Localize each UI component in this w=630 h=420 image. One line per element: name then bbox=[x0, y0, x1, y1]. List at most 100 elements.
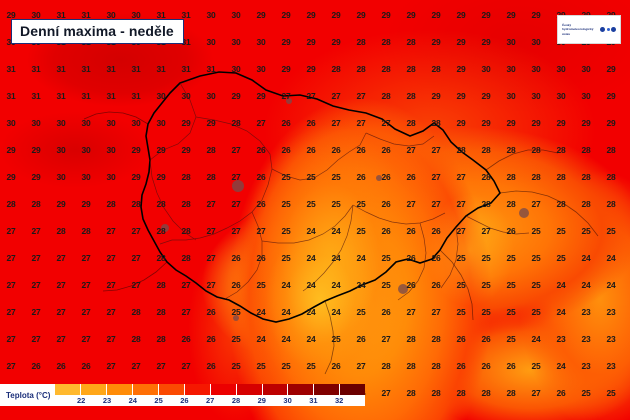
grid-value: 26 bbox=[506, 360, 516, 371]
grid-value: 31 bbox=[131, 90, 141, 101]
grid-value: 29 bbox=[456, 36, 466, 47]
grid-value: 29 bbox=[31, 144, 41, 155]
grid-value: 28 bbox=[481, 387, 491, 398]
grid-value: 26 bbox=[331, 360, 341, 371]
grid-value: 27 bbox=[381, 333, 391, 344]
grid-value: 29 bbox=[506, 117, 516, 128]
grid-value: 25 bbox=[506, 333, 516, 344]
grid-value: 31 bbox=[131, 63, 141, 74]
grid-value: 30 bbox=[231, 36, 241, 47]
grid-value: 25 bbox=[606, 225, 616, 236]
grid-value: 31 bbox=[81, 90, 91, 101]
grid-value: 25 bbox=[531, 252, 541, 263]
grid-value: 29 bbox=[331, 9, 341, 20]
grid-value: 30 bbox=[556, 90, 566, 101]
grid-value: 28 bbox=[106, 198, 116, 209]
grid-value: 25 bbox=[356, 198, 366, 209]
grid-value: 27 bbox=[431, 171, 441, 182]
grid-value: 25 bbox=[381, 279, 391, 290]
grid-value: 29 bbox=[6, 144, 16, 155]
grid-value: 29 bbox=[181, 117, 191, 128]
grid-value: 27 bbox=[106, 279, 116, 290]
grid-value: 27 bbox=[106, 333, 116, 344]
grid-value: 24 bbox=[256, 333, 266, 344]
grid-value: 28 bbox=[406, 90, 416, 101]
legend-tick: 23 bbox=[102, 396, 112, 405]
grid-value: 28 bbox=[81, 225, 91, 236]
grid-value: 27 bbox=[356, 117, 366, 128]
grid-value: 31 bbox=[6, 90, 16, 101]
grid-value: 27 bbox=[106, 225, 116, 236]
logo-line-3: ústav bbox=[562, 31, 571, 36]
grid-value: 29 bbox=[281, 9, 291, 20]
legend-swatch bbox=[210, 384, 237, 395]
grid-value: 27 bbox=[106, 306, 116, 317]
grid-value: 30 bbox=[56, 171, 66, 182]
grid-value: 31 bbox=[56, 9, 66, 20]
grid-value: 30 bbox=[81, 171, 91, 182]
grid-value: 28 bbox=[156, 225, 166, 236]
grid-value: 24 bbox=[356, 252, 366, 263]
grid-value: 27 bbox=[231, 144, 241, 155]
legend-tick: 24 bbox=[128, 396, 137, 405]
legend-color-bars bbox=[55, 384, 366, 395]
grid-value: 25 bbox=[231, 360, 241, 371]
grid-value: 25 bbox=[306, 360, 316, 371]
grid-value: 26 bbox=[406, 225, 416, 236]
grid-value: 24 bbox=[331, 279, 341, 290]
grid-value: 27 bbox=[6, 360, 16, 371]
grid-value: 24 bbox=[531, 333, 541, 344]
grid-value: 29 bbox=[156, 171, 166, 182]
legend-swatch bbox=[184, 384, 211, 395]
grid-value: 28 bbox=[156, 279, 166, 290]
grid-value: 27 bbox=[306, 90, 316, 101]
grid-value: 24 bbox=[331, 252, 341, 263]
grid-value: 26 bbox=[506, 225, 516, 236]
grid-value: 26 bbox=[431, 279, 441, 290]
grid-value: 29 bbox=[131, 144, 141, 155]
grid-value: 27 bbox=[231, 171, 241, 182]
grid-value: 28 bbox=[381, 36, 391, 47]
grid-value: 30 bbox=[131, 117, 141, 128]
grid-value: 29 bbox=[606, 90, 616, 101]
grid-value: 28 bbox=[581, 171, 591, 182]
grid-value: 28 bbox=[581, 144, 591, 155]
grid-value: 27 bbox=[6, 333, 16, 344]
grid-value: 28 bbox=[406, 36, 416, 47]
grid-value: 30 bbox=[231, 9, 241, 20]
grid-value: 28 bbox=[6, 198, 16, 209]
grid-value: 30 bbox=[106, 117, 116, 128]
grid-value: 28 bbox=[181, 171, 191, 182]
grid-value: 30 bbox=[506, 36, 516, 47]
grid-value: 27 bbox=[531, 198, 541, 209]
grid-value: 27 bbox=[206, 252, 216, 263]
grid-value: 29 bbox=[456, 9, 466, 20]
grid-value: 24 bbox=[606, 252, 616, 263]
grid-value: 30 bbox=[206, 90, 216, 101]
grid-value: 30 bbox=[206, 9, 216, 20]
grid-value: 25 bbox=[481, 306, 491, 317]
legend-swatch bbox=[55, 384, 82, 395]
grid-value: 26 bbox=[381, 171, 391, 182]
grid-value: 30 bbox=[106, 9, 116, 20]
grid-value: 30 bbox=[256, 36, 266, 47]
grid-value: 28 bbox=[506, 171, 516, 182]
grid-value: 30 bbox=[231, 63, 241, 74]
grid-value: 31 bbox=[56, 63, 66, 74]
legend-title: Teplota (°C) bbox=[6, 390, 51, 400]
grid-value: 27 bbox=[31, 333, 41, 344]
grid-value: 26 bbox=[406, 252, 416, 263]
grid-value: 26 bbox=[206, 333, 216, 344]
grid-value: 29 bbox=[606, 63, 616, 74]
grid-value: 27 bbox=[431, 198, 441, 209]
grid-value: 29 bbox=[481, 36, 491, 47]
grid-value: 26 bbox=[456, 360, 466, 371]
grid-value: 28 bbox=[406, 117, 416, 128]
grid-value: 23 bbox=[606, 306, 616, 317]
grid-value: 27 bbox=[381, 387, 391, 398]
grid-value: 28 bbox=[456, 387, 466, 398]
legend-swatch bbox=[236, 384, 263, 395]
grid-value: 25 bbox=[456, 252, 466, 263]
legend-tick: 26 bbox=[180, 396, 189, 405]
